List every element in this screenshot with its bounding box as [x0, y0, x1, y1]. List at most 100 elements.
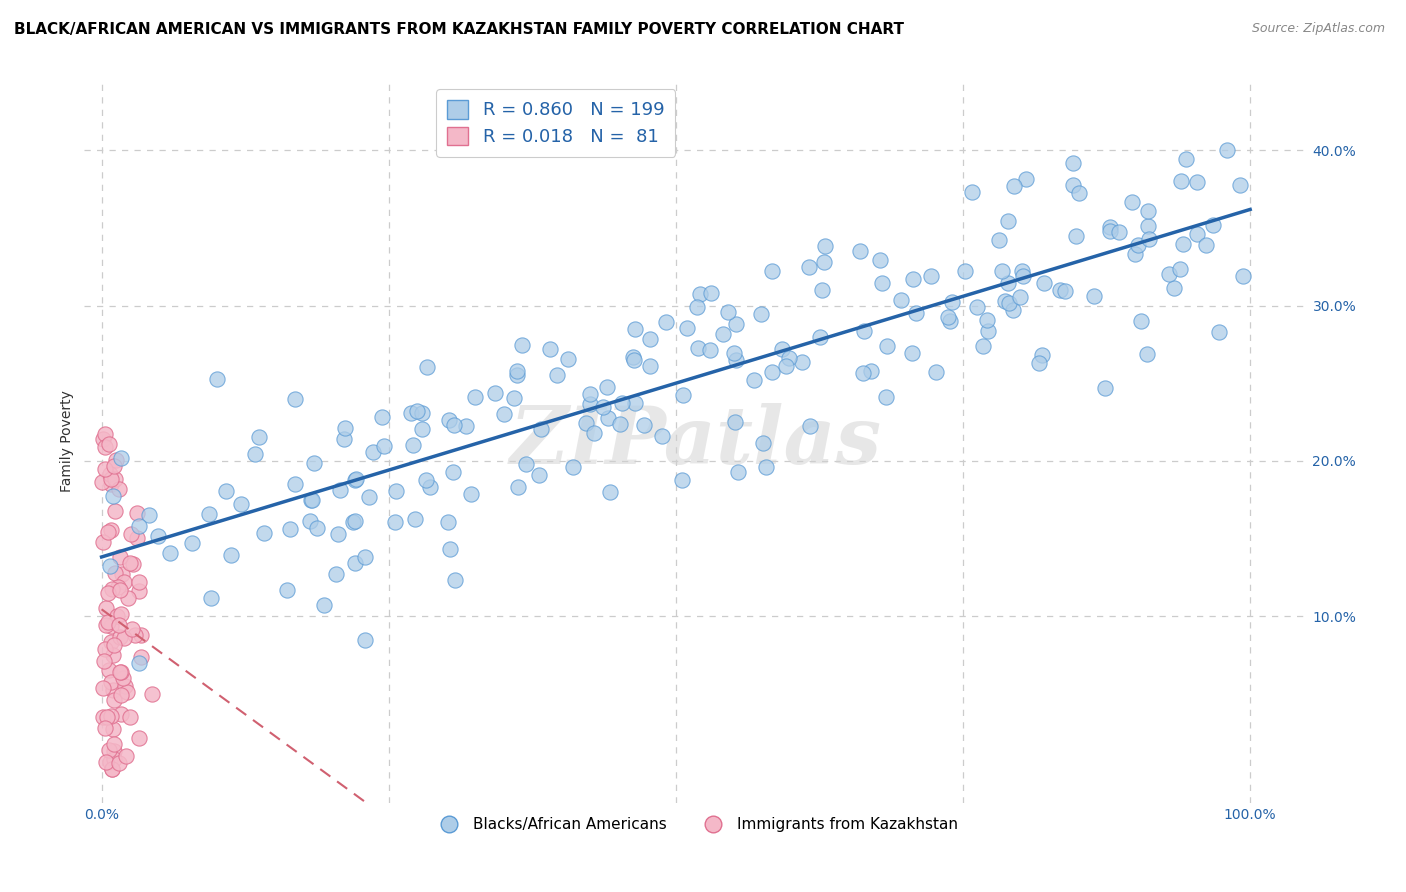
- Point: [962, 185, 984, 199]
- Point: [94, 641, 117, 656]
- Point: [97, 586, 120, 600]
- Point: [101, 648, 124, 662]
- Point: [966, 300, 988, 314]
- Point: [276, 582, 298, 597]
- Point: [561, 460, 583, 475]
- Point: [437, 413, 460, 427]
- Point: [761, 264, 783, 278]
- Point: [103, 692, 125, 706]
- Point: [94, 440, 117, 454]
- Point: [778, 351, 800, 365]
- Point: [484, 385, 506, 400]
- Point: [363, 445, 385, 459]
- Point: [464, 390, 486, 404]
- Point: [1011, 264, 1033, 278]
- Point: [121, 622, 143, 636]
- Point: [419, 480, 441, 494]
- Point: [1185, 175, 1208, 189]
- Point: [1062, 178, 1084, 193]
- Point: [354, 633, 377, 648]
- Point: [127, 506, 149, 520]
- Point: [100, 675, 122, 690]
- Point: [1137, 232, 1160, 246]
- Point: [122, 557, 145, 571]
- Point: [98, 436, 121, 450]
- Point: [96, 755, 118, 769]
- Point: [103, 638, 125, 652]
- Point: [977, 324, 1000, 338]
- Point: [437, 515, 460, 529]
- Point: [129, 649, 152, 664]
- Text: Source: ZipAtlas.com: Source: ZipAtlas.com: [1251, 22, 1385, 36]
- Point: [530, 422, 553, 436]
- Point: [529, 467, 551, 482]
- Point: [114, 680, 136, 694]
- Point: [325, 567, 347, 582]
- Point: [91, 681, 114, 696]
- Point: [689, 286, 711, 301]
- Point: [994, 293, 1017, 308]
- Point: [671, 474, 693, 488]
- Point: [444, 573, 467, 587]
- Point: [997, 276, 1019, 290]
- Y-axis label: Family Poverty: Family Poverty: [60, 391, 75, 492]
- Point: [96, 709, 118, 723]
- Point: [284, 392, 307, 407]
- Point: [799, 260, 821, 274]
- Point: [724, 415, 747, 429]
- Point: [1126, 237, 1149, 252]
- Point: [1049, 284, 1071, 298]
- Point: [953, 264, 976, 278]
- Point: [181, 536, 204, 550]
- Point: [342, 515, 364, 529]
- Point: [103, 459, 125, 474]
- Point: [93, 654, 115, 668]
- Point: [609, 417, 631, 431]
- Point: [1062, 156, 1084, 170]
- Point: [1011, 269, 1033, 284]
- Point: [1053, 285, 1076, 299]
- Point: [853, 325, 876, 339]
- Point: [595, 380, 617, 394]
- Point: [1170, 174, 1192, 188]
- Point: [1001, 302, 1024, 317]
- Point: [118, 556, 141, 570]
- Point: [94, 426, 117, 441]
- Point: [623, 396, 645, 410]
- Point: [761, 365, 783, 379]
- Point: [101, 763, 124, 777]
- Point: [725, 318, 748, 332]
- Point: [454, 418, 477, 433]
- Point: [936, 310, 959, 325]
- Point: [492, 407, 515, 421]
- Point: [94, 618, 117, 632]
- Point: [98, 756, 121, 770]
- Point: [128, 583, 150, 598]
- Point: [742, 372, 765, 386]
- Point: [1208, 325, 1230, 339]
- Point: [91, 710, 114, 724]
- Point: [343, 556, 366, 570]
- Point: [103, 722, 125, 736]
- Point: [284, 476, 307, 491]
- Point: [370, 410, 392, 425]
- Point: [402, 438, 425, 452]
- Point: [1067, 186, 1090, 200]
- Point: [700, 286, 723, 301]
- Point: [575, 416, 598, 430]
- Point: [506, 368, 529, 383]
- Point: [110, 688, 132, 702]
- Point: [1083, 289, 1105, 303]
- Point: [1008, 290, 1031, 304]
- Point: [515, 457, 537, 471]
- Point: [1171, 236, 1194, 251]
- Point: [105, 608, 128, 623]
- Point: [118, 709, 141, 723]
- Point: [91, 475, 114, 489]
- Point: [108, 618, 131, 632]
- Point: [107, 580, 129, 594]
- Point: [115, 685, 138, 699]
- Point: [100, 618, 122, 632]
- Point: [231, 497, 253, 511]
- Point: [623, 322, 645, 336]
